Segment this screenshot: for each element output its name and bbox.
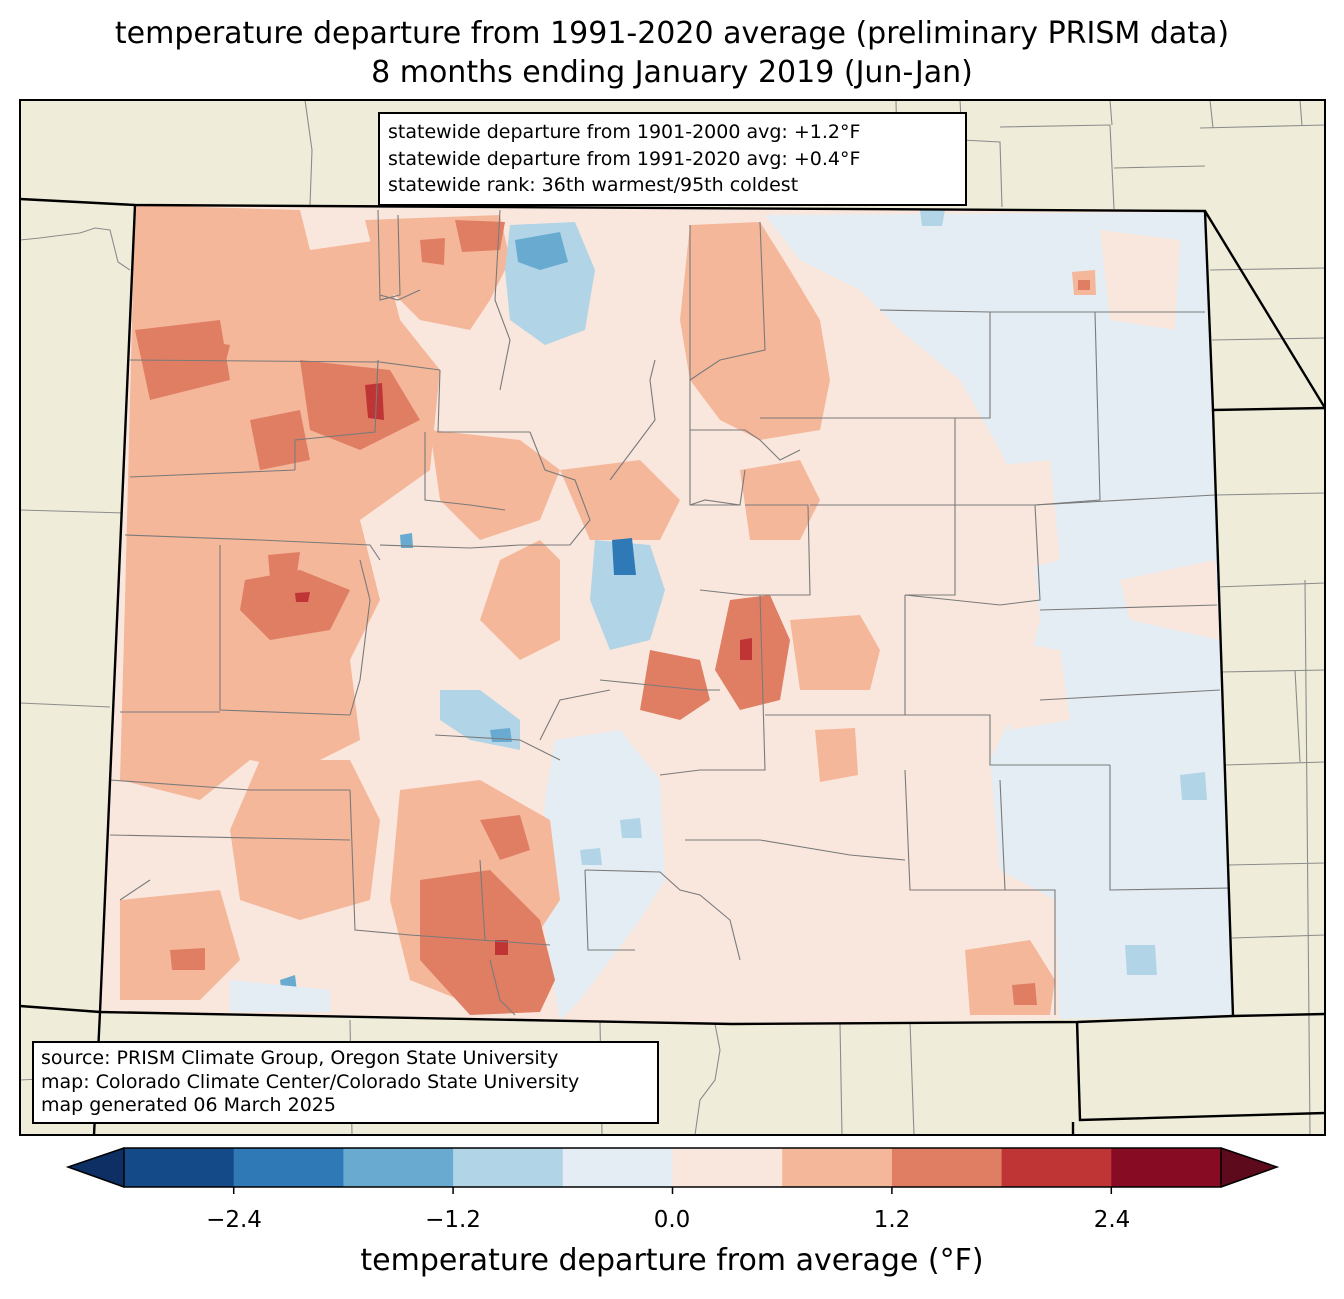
- map-frame: [19, 99, 1326, 1136]
- statewide-stats-box: statewide departure from 1901-2000 avg: …: [378, 112, 967, 206]
- colorbar-tick-label: 0.0: [653, 1207, 691, 1233]
- colorbar-segment: [891, 1148, 1003, 1187]
- source-line-2: map: Colorado Climate Center/Colorado St…: [41, 1070, 580, 1093]
- stats-line-2: statewide departure from 1991-2020 avg: …: [388, 147, 861, 170]
- source-credit-box: source: PRISM Climate Group, Oregon Stat…: [32, 1041, 659, 1124]
- colorbar-tick-label: 2.4: [1093, 1207, 1131, 1233]
- stats-line-1: statewide departure from 1901-2000 avg: …: [388, 121, 861, 143]
- colorbar-segment: [453, 1148, 564, 1187]
- source-line-3: map generated 06 March 2025: [41, 1094, 336, 1116]
- source-line-1: source: PRISM Climate Group, Oregon Stat…: [41, 1047, 559, 1069]
- colorbar-segment: [343, 1148, 454, 1187]
- colorbar-over-arrow: [1221, 1148, 1277, 1187]
- county-boundaries: [109, 209, 1231, 1016]
- stats-line-3: statewide rank: 36th warmest/95th coldes…: [388, 174, 799, 196]
- figure-title-line-1: temperature departure from 1991-2020 ave…: [114, 16, 1230, 51]
- colorbar: [65, 1147, 1280, 1194]
- colorbar-segment: [1111, 1148, 1222, 1187]
- colorbar-under-arrow: [68, 1148, 124, 1187]
- colorbar-tick-label: −2.4: [206, 1207, 262, 1233]
- colorbar-segment: [124, 1148, 235, 1187]
- colorbar-title: temperature departure from average (°F): [360, 1243, 984, 1278]
- colorbar-tick-label: 1.2: [873, 1207, 911, 1233]
- colorbar-segment: [782, 1148, 893, 1187]
- colorbar-segment: [562, 1148, 673, 1187]
- state-borders: [20, 197, 1325, 1135]
- colorbar-segment: [672, 1148, 783, 1187]
- colorbar-tick-label: −1.2: [425, 1207, 481, 1233]
- colorbar-segment: [1001, 1148, 1112, 1187]
- figure-title-line-2: 8 months ending January 2019 (Jun-Jan): [371, 55, 973, 90]
- temperature-field: [100, 205, 1233, 1024]
- colorbar-segment: [233, 1148, 344, 1187]
